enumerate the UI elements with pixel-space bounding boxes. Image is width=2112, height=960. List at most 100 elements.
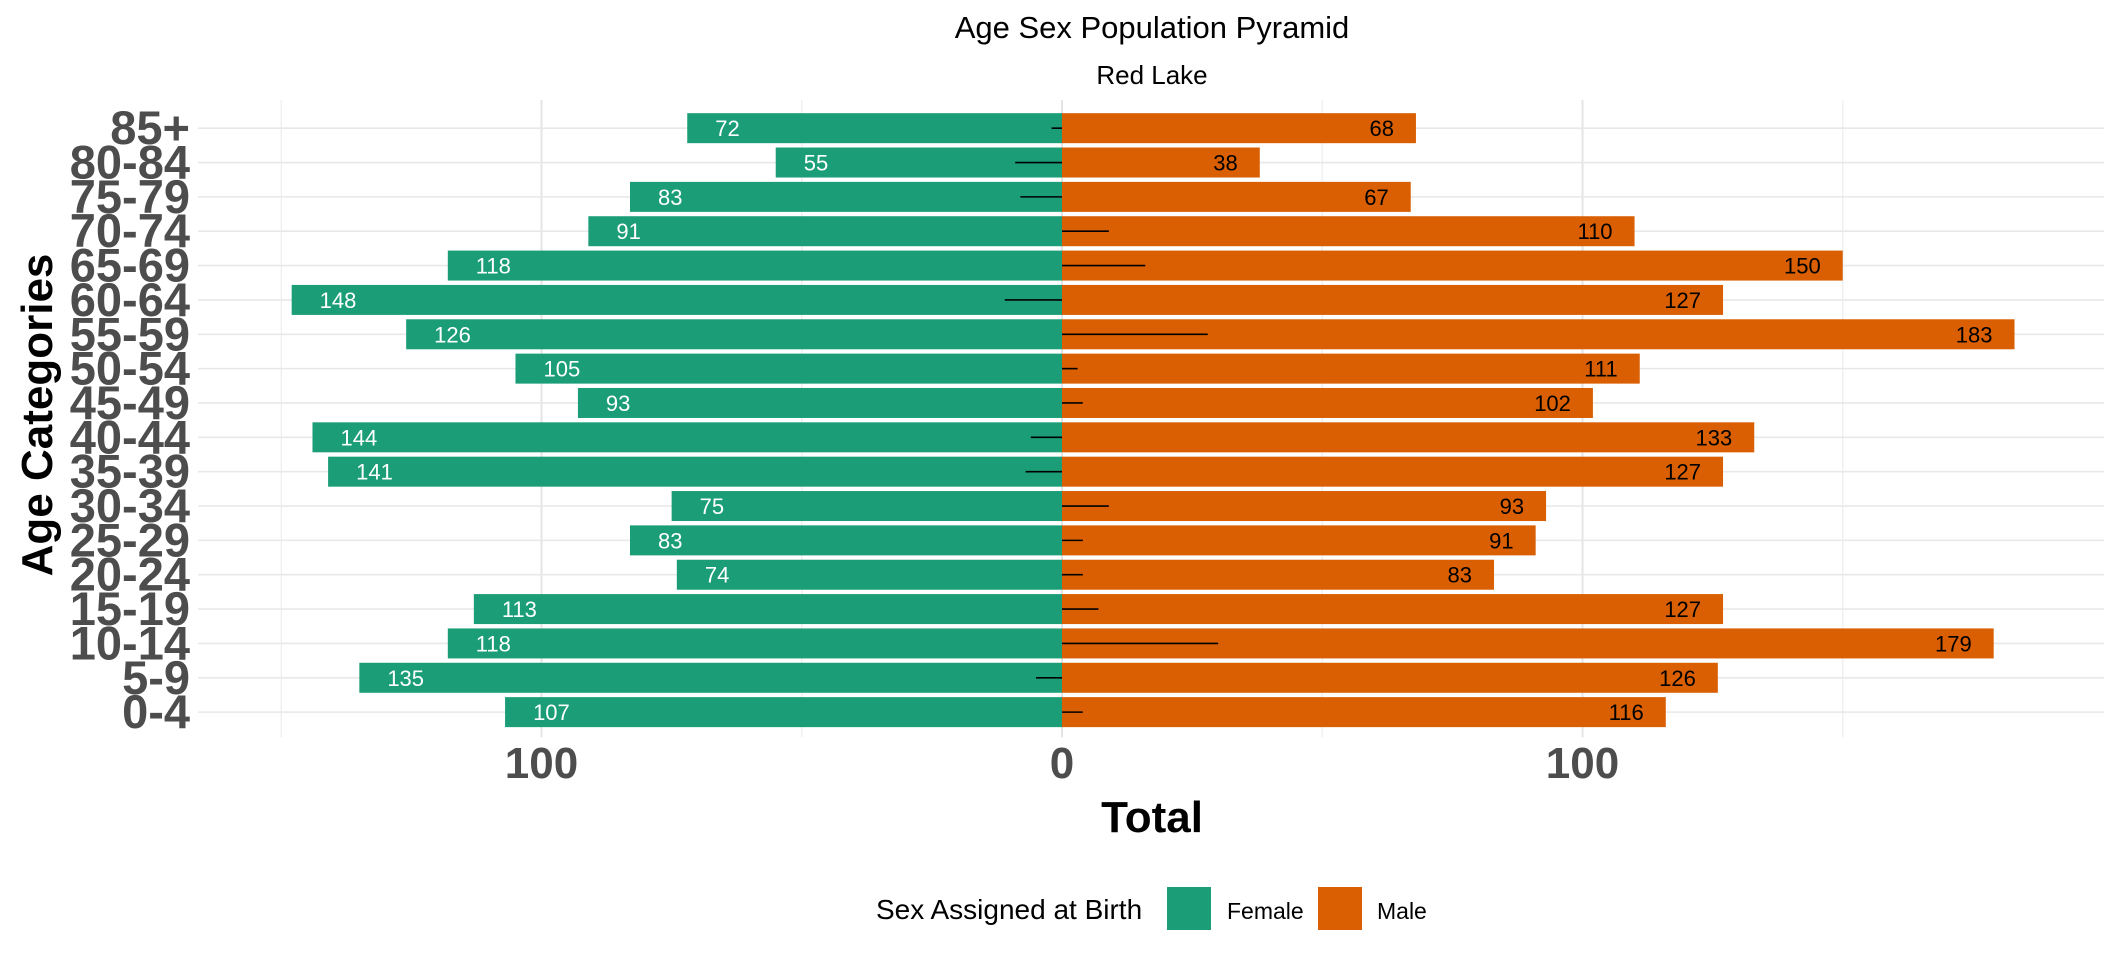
- female-bar-label: 141: [356, 460, 393, 485]
- male-bar: [1062, 250, 1843, 281]
- male-bar-label: 126: [1659, 666, 1696, 691]
- male-bar: [1062, 387, 1593, 418]
- female-bar: [505, 697, 1062, 728]
- y-tick-label: 40-44: [70, 410, 190, 463]
- x-axis-title: Total: [1101, 793, 1203, 842]
- female-bar: [629, 181, 1062, 212]
- female-bar-label: 91: [616, 219, 640, 244]
- male-bar-label: 183: [1956, 322, 1993, 347]
- male-bar: [1062, 181, 1411, 212]
- male-bar-label: 127: [1664, 288, 1701, 313]
- male-bar-label: 127: [1664, 597, 1701, 622]
- y-tick-label: 80-84: [70, 136, 190, 189]
- female-bar-label: 118: [476, 254, 511, 279]
- y-tick-label: 15-19: [70, 582, 190, 635]
- x-tick-label: 100: [1546, 739, 1619, 788]
- female-bar: [312, 422, 1063, 453]
- female-bar: [515, 353, 1062, 384]
- female-bar-label: 75: [700, 494, 724, 519]
- y-tick-label: 45-49: [70, 376, 190, 429]
- male-bar: [1062, 216, 1635, 247]
- y-tick-label: 0-4: [122, 685, 190, 738]
- y-tick-label: 60-64: [70, 273, 190, 326]
- female-bar-label: 74: [705, 563, 729, 588]
- female-bar: [676, 559, 1062, 590]
- legend-label-male: Male: [1377, 898, 1427, 924]
- y-tick-label: 65-69: [70, 239, 190, 292]
- female-bar-label: 107: [533, 700, 570, 725]
- female-bar-label: 83: [658, 185, 682, 210]
- male-bar-label: 110: [1577, 219, 1612, 244]
- male-bar: [1062, 559, 1495, 590]
- male-bar-label: 127: [1664, 460, 1701, 485]
- y-tick-label: 30-34: [70, 479, 190, 532]
- legend-swatch-female: [1167, 887, 1211, 930]
- x-tick-label: 0: [1050, 739, 1074, 788]
- female-bar: [629, 525, 1062, 556]
- legend-label-female: Female: [1227, 898, 1304, 924]
- male-bar: [1062, 147, 1260, 178]
- female-bar: [671, 491, 1062, 522]
- bar-labels-layer: 107 116 135 126 118 179 113 127 74 83 83 91 75 93 141 1…: [320, 116, 1993, 725]
- male-bar: [1062, 525, 1536, 556]
- female-bar-label: 105: [543, 357, 580, 382]
- female-bar: [775, 147, 1062, 178]
- y-tick-label: 75-79: [70, 170, 190, 223]
- male-bar-label: 111: [1584, 357, 1617, 382]
- male-bar-label: 116: [1609, 700, 1644, 725]
- y-tick-label: 35-39: [70, 445, 190, 498]
- y-tick-label: 5-9: [122, 651, 190, 704]
- male-bar-label: 68: [1369, 116, 1393, 141]
- female-bar-label: 135: [387, 666, 424, 691]
- male-bar-label: 102: [1534, 391, 1571, 416]
- y-tick-label: 25-29: [70, 513, 190, 566]
- female-bar: [447, 628, 1062, 659]
- legend-title: Sex Assigned at Birth: [876, 894, 1142, 925]
- y-tick-label: 50-54: [70, 342, 190, 395]
- legend-swatch-male: [1318, 887, 1362, 930]
- male-bar: [1062, 422, 1755, 453]
- female-bar: [328, 456, 1063, 487]
- difference-lines-layer: [1004, 127, 1219, 713]
- y-tick-label: 55-59: [70, 307, 190, 360]
- y-tick-label: 10-14: [70, 616, 190, 669]
- male-bar: [1062, 456, 1724, 487]
- male-bar: [1062, 594, 1724, 625]
- female-bar-label: 118: [476, 631, 511, 656]
- male-bar: [1062, 113, 1416, 144]
- axes-layer: 0-45-910-1415-1920-2425-2930-3435-3940-4…: [70, 101, 1619, 788]
- female-bar-label: 55: [804, 151, 828, 176]
- y-tick-label: 70-74: [70, 204, 190, 257]
- y-tick-label: 20-24: [70, 548, 190, 601]
- male-bar: [1062, 697, 1666, 728]
- female-bar: [406, 319, 1062, 350]
- female-bar: [687, 113, 1062, 144]
- male-bar-label: 67: [1364, 185, 1388, 210]
- female-bar-label: 83: [658, 528, 682, 553]
- male-bar: [1062, 353, 1640, 384]
- chart-subtitle: Red Lake: [1096, 60, 1207, 90]
- x-tick-label: 100: [505, 739, 578, 788]
- male-bar-label: 38: [1213, 151, 1237, 176]
- female-bar: [473, 594, 1063, 625]
- male-bar: [1062, 319, 2015, 350]
- female-bar-label: 126: [434, 322, 471, 347]
- female-bar-label: 93: [606, 391, 630, 416]
- chart-title: Age Sex Population Pyramid: [955, 10, 1350, 45]
- female-bar: [577, 387, 1062, 418]
- female-bar-label: 113: [502, 597, 537, 622]
- female-bar-label: 144: [340, 425, 377, 450]
- female-bar: [588, 216, 1062, 247]
- male-bar: [1062, 284, 1724, 315]
- male-bar-label: 93: [1500, 494, 1524, 519]
- female-bar-label: 72: [715, 116, 739, 141]
- male-bar: [1062, 491, 1547, 522]
- male-bar-label: 179: [1935, 631, 1972, 656]
- female-bar: [447, 250, 1062, 281]
- y-tick-label: 85+: [110, 101, 190, 154]
- male-bar-label: 150: [1784, 254, 1821, 279]
- female-bar-label: 148: [320, 288, 357, 313]
- male-bar: [1062, 662, 1718, 693]
